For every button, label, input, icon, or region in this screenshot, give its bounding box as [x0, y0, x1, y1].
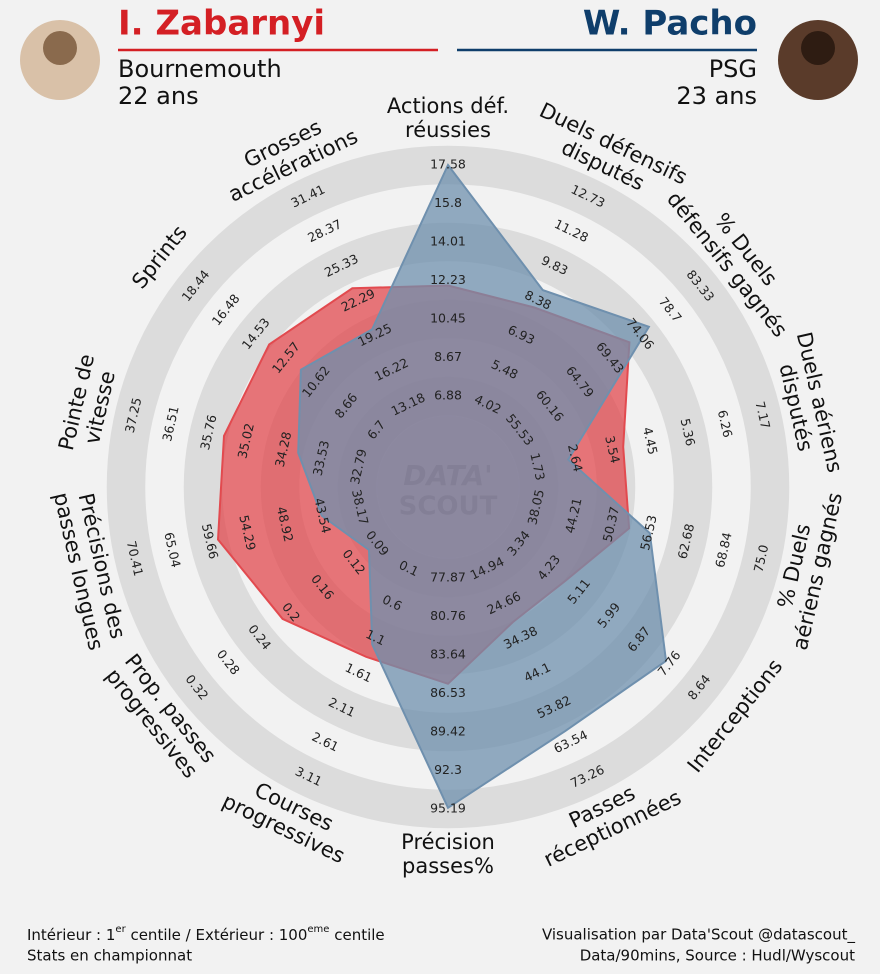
tick-label: 12.23	[430, 272, 466, 287]
tick-label: 89.42	[430, 724, 466, 739]
tick-label: 0.28	[214, 647, 243, 678]
player-club: PSG	[709, 55, 757, 83]
footer-text: centile / Extérieur : 100	[126, 926, 308, 944]
tick-label: 7.17	[752, 400, 773, 430]
axis-label-line: Actions déf.	[387, 94, 509, 118]
tick-label: 65.04	[161, 531, 184, 569]
tick-label: 1.73	[527, 451, 548, 481]
axis-label: Actions déf.réussies	[387, 94, 509, 142]
axis-label-line: Précision	[401, 830, 495, 854]
tick-label: 5.36	[678, 417, 699, 448]
tick-label: 6.26	[715, 408, 736, 439]
footer-text: Intérieur : 1	[27, 926, 115, 944]
radar: DATA'SCOUT6.888.6710.4512.2314.0115.817.…	[49, 94, 847, 878]
player-photo-head	[801, 31, 835, 65]
tick-label: 8.67	[434, 349, 462, 364]
player-name: I. Zabarnyi	[118, 4, 325, 44]
tick-label: 75.0	[751, 543, 772, 574]
tick-label: 10.45	[430, 310, 466, 325]
player-photo-head	[43, 31, 77, 65]
tick-label: 80.76	[430, 608, 466, 623]
footer-note: Intérieur : 1er centile / Extérieur : 10…	[27, 924, 385, 944]
tick-label: 6.88	[434, 388, 462, 403]
tick-label: 16.48	[209, 291, 243, 328]
tick-label: 36.51	[159, 405, 182, 443]
footer-sup: eme	[307, 924, 329, 935]
tick-label: 3.54	[602, 434, 623, 465]
tick-label: 4.45	[640, 426, 661, 456]
tick-label: 68.84	[712, 531, 735, 569]
tick-label: 92.3	[434, 762, 462, 777]
tick-label: 14.01	[430, 234, 466, 249]
player-age: 23 ans	[676, 82, 757, 110]
tick-label: 2.61	[310, 729, 342, 755]
tick-label: 95.19	[430, 801, 466, 816]
player-club: Bournemouth	[118, 55, 282, 83]
series-area	[297, 163, 668, 810]
tick-label: 56.53	[637, 514, 660, 552]
footer-credit: Visualisation par Data'Scout @datascout_	[542, 926, 856, 945]
axis-label-line: réussies	[405, 118, 491, 142]
tick-label: 2.64	[565, 443, 586, 474]
footer-sup: er	[115, 924, 126, 935]
player-age: 22 ans	[118, 82, 199, 110]
tick-label: 77.87	[430, 570, 466, 585]
tick-label: 86.53	[430, 685, 466, 700]
footer-text: centile	[329, 926, 384, 944]
tick-label: 11.28	[552, 216, 591, 245]
tick-label: 28.37	[305, 216, 344, 245]
tick-label: 83.64	[430, 646, 466, 661]
tick-label: 78.7	[656, 294, 685, 325]
tick-label: 17.58	[430, 157, 466, 172]
footer-note: Stats en championnat	[27, 947, 192, 965]
footer-credit: Data/90mins, Source : Hudl/Wyscout	[580, 947, 855, 965]
tick-label: 1.61	[343, 660, 375, 686]
tick-label: 15.8	[434, 195, 462, 210]
axis-label-line: passes%	[402, 854, 494, 878]
player-name: W. Pacho	[583, 4, 757, 44]
